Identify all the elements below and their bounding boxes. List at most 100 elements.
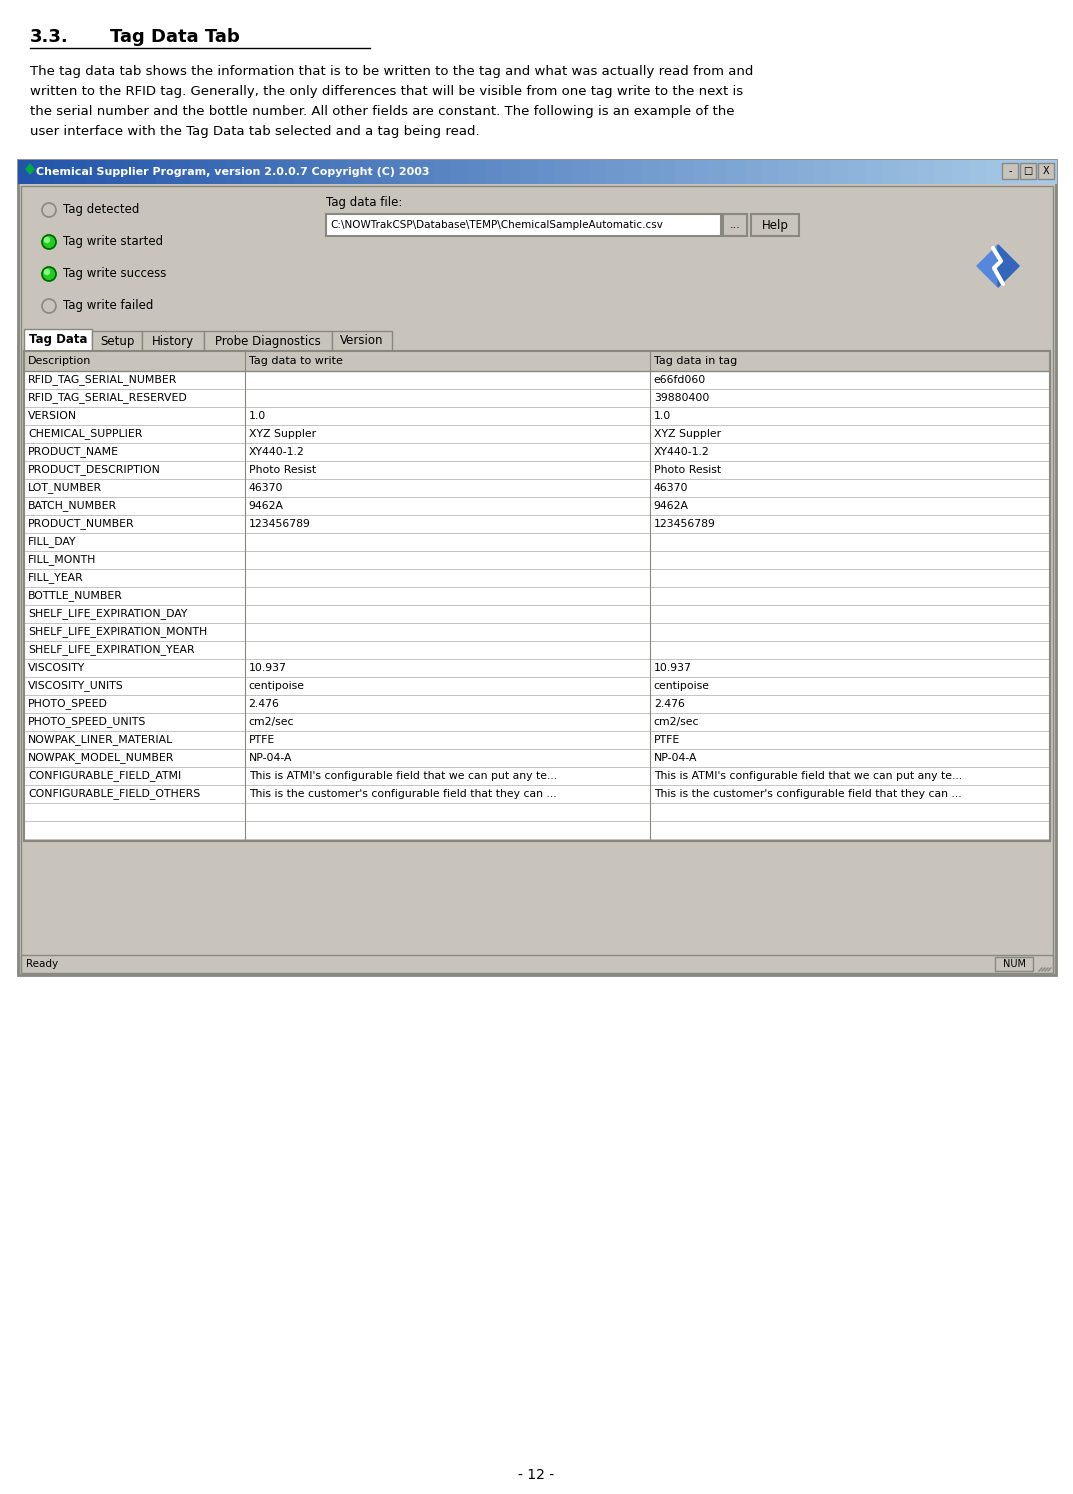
Text: Tag write success: Tag write success <box>63 267 166 281</box>
Bar <box>24 677 1050 695</box>
Text: Tag detected: Tag detected <box>63 203 139 217</box>
Bar <box>1039 160 1057 184</box>
Text: NP-04-A: NP-04-A <box>249 753 292 763</box>
Bar <box>1038 163 1054 179</box>
Text: 46370: 46370 <box>653 483 689 493</box>
Text: VISCOSITY_UNITS: VISCOSITY_UNITS <box>28 681 123 692</box>
Text: 9462A: 9462A <box>653 500 689 511</box>
Bar <box>122 160 141 184</box>
Bar <box>295 160 313 184</box>
Text: PRODUCT_NAME: PRODUCT_NAME <box>28 447 119 457</box>
Bar <box>87 160 105 184</box>
Bar <box>70 160 88 184</box>
Text: This is ATMI's configurable field that we can put any te...: This is ATMI's configurable field that w… <box>653 771 962 781</box>
Text: PTFE: PTFE <box>653 735 680 746</box>
Text: 46370: 46370 <box>249 483 283 493</box>
Text: BOTTLE_NUMBER: BOTTLE_NUMBER <box>28 590 123 602</box>
Bar <box>693 160 711 184</box>
Bar <box>723 214 747 236</box>
Bar <box>866 160 884 184</box>
Text: 10.937: 10.937 <box>653 663 692 672</box>
Text: Setup: Setup <box>100 335 134 348</box>
Bar <box>21 185 1053 973</box>
Bar <box>35 160 54 184</box>
Text: 9462A: 9462A <box>249 500 283 511</box>
Text: e66fd060: e66fd060 <box>653 375 706 385</box>
Bar <box>468 160 486 184</box>
Bar <box>24 766 1050 784</box>
Bar <box>970 160 988 184</box>
Bar <box>606 160 624 184</box>
Bar <box>433 160 452 184</box>
Text: CONFIGURABLE_FIELD_OTHERS: CONFIGURABLE_FIELD_OTHERS <box>28 789 201 799</box>
Bar <box>142 332 204 351</box>
Text: XYZ Suppler: XYZ Suppler <box>653 429 721 439</box>
Bar <box>24 444 1050 462</box>
Text: 1.0: 1.0 <box>249 411 266 421</box>
Bar <box>312 160 330 184</box>
Text: RFID_TAG_SERIAL_NUMBER: RFID_TAG_SERIAL_NUMBER <box>28 375 177 385</box>
Bar <box>260 160 279 184</box>
Text: -: - <box>1009 166 1012 176</box>
Text: 10.937: 10.937 <box>249 663 286 672</box>
Bar <box>519 160 538 184</box>
Bar <box>1021 160 1040 184</box>
Circle shape <box>42 235 56 249</box>
Bar <box>24 802 1050 822</box>
Text: NOWPAK_LINER_MATERIAL: NOWPAK_LINER_MATERIAL <box>28 735 173 746</box>
Circle shape <box>42 299 56 314</box>
Bar <box>641 160 659 184</box>
Text: NUM: NUM <box>1002 959 1026 970</box>
Bar <box>139 160 158 184</box>
Circle shape <box>42 203 56 217</box>
Bar <box>24 329 92 351</box>
Bar <box>53 160 71 184</box>
Text: C:\NOWTrakCSP\Database\TEMP\ChemicalSampleAutomatic.csv: C:\NOWTrakCSP\Database\TEMP\ChemicalSamp… <box>330 220 663 230</box>
Text: RFID_TAG_SERIAL_RESERVED: RFID_TAG_SERIAL_RESERVED <box>28 393 188 403</box>
Bar <box>157 160 175 184</box>
Bar <box>24 731 1050 748</box>
Bar <box>24 515 1050 533</box>
Bar <box>745 160 763 184</box>
Text: 39880400: 39880400 <box>653 393 709 403</box>
Bar <box>813 160 832 184</box>
Text: This is the customer's configurable field that they can ...: This is the customer's configurable fiel… <box>249 789 556 799</box>
Bar <box>364 160 382 184</box>
Text: PTFE: PTFE <box>249 735 275 746</box>
Bar <box>1020 163 1037 179</box>
Bar <box>24 498 1050 515</box>
Bar <box>416 160 435 184</box>
Bar <box>751 214 799 236</box>
Text: Tag Data Tab: Tag Data Tab <box>111 28 239 46</box>
Text: PHOTO_SPEED_UNITS: PHOTO_SPEED_UNITS <box>28 717 146 728</box>
Bar <box>92 332 142 351</box>
Bar <box>796 160 814 184</box>
Text: PRODUCT_DESCRIPTION: PRODUCT_DESCRIPTION <box>28 465 161 475</box>
Bar <box>779 160 797 184</box>
Bar <box>24 587 1050 605</box>
Bar <box>225 160 244 184</box>
Bar <box>658 160 676 184</box>
Bar <box>832 160 850 184</box>
Text: PRODUCT_NUMBER: PRODUCT_NUMBER <box>28 518 134 529</box>
Text: written to the RFID tag. Generally, the only differences that will be visible fr: written to the RFID tag. Generally, the … <box>30 85 744 99</box>
Text: Description: Description <box>28 356 91 366</box>
Bar <box>24 569 1050 587</box>
Bar <box>900 160 918 184</box>
Bar <box>18 160 36 184</box>
Bar <box>675 160 694 184</box>
Text: Chemical Supplier Program, version 2.0.0.7 Copyright (C) 2003: Chemical Supplier Program, version 2.0.0… <box>36 167 429 176</box>
Text: X: X <box>1043 166 1049 176</box>
Bar <box>995 958 1033 971</box>
Text: FILL_YEAR: FILL_YEAR <box>28 572 84 584</box>
Bar <box>24 748 1050 766</box>
Text: SHELF_LIFE_EXPIRATION_DAY: SHELF_LIFE_EXPIRATION_DAY <box>28 608 188 620</box>
Text: Tag write failed: Tag write failed <box>63 299 153 312</box>
Bar <box>278 160 296 184</box>
Text: SHELF_LIFE_EXPIRATION_MONTH: SHELF_LIFE_EXPIRATION_MONTH <box>28 626 207 638</box>
Text: 2.476: 2.476 <box>249 699 279 710</box>
Bar <box>727 160 746 184</box>
Text: PHOTO_SPEED: PHOTO_SPEED <box>28 699 108 710</box>
Bar <box>24 388 1050 406</box>
Bar <box>24 406 1050 424</box>
